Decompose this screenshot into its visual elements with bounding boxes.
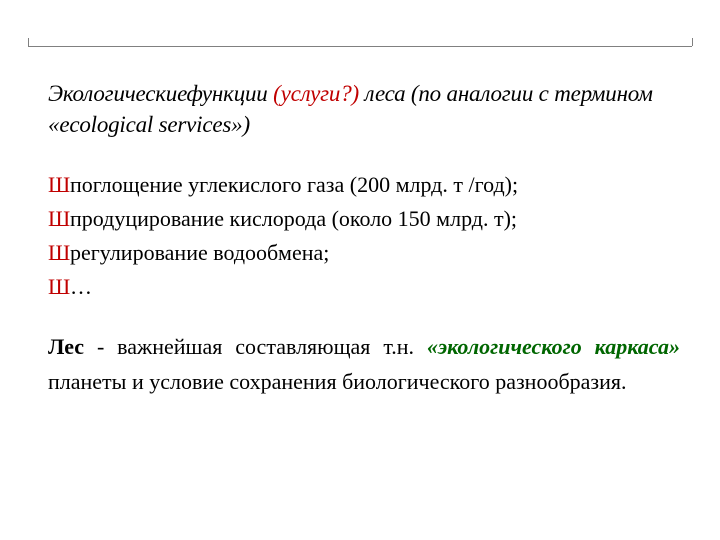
para-lead: Лес	[48, 334, 84, 359]
list-item: Шпоглощение углекислого газа (200 млрд. …	[48, 168, 680, 202]
list-item: Шпродуцирование кислорода (около 150 млр…	[48, 202, 680, 236]
title-text: »)	[231, 112, 250, 137]
list-text: регулирование водообмена;	[70, 240, 329, 265]
rule-tick	[28, 38, 29, 46]
list-marker: Ш	[48, 202, 70, 236]
bullet-list: Шпоглощение углекислого газа (200 млрд. …	[48, 168, 680, 304]
body-paragraph: Лес - важнейшая составляющая т.н. «эколо…	[48, 330, 680, 398]
title-text: Экологические	[48, 81, 187, 106]
rule-tick	[692, 38, 693, 46]
slide-body: Экологическиефункции (услуги?) леса (по …	[0, 0, 720, 540]
top-rule	[28, 46, 692, 47]
list-marker: Ш	[48, 270, 70, 304]
para-text: - важнейшая составляющая т.н.	[84, 334, 427, 359]
list-text: …	[70, 274, 92, 299]
para-green: «экологического каркаса»	[427, 334, 680, 359]
list-text: поглощение углекислого газа (200 млрд. т…	[70, 172, 518, 197]
para-text: планеты и условие сохранения биологическ…	[48, 369, 627, 394]
list-marker: Ш	[48, 236, 70, 270]
list-item: Ш…	[48, 270, 680, 304]
list-marker: Ш	[48, 168, 70, 202]
title-red: (услуги?)	[273, 81, 364, 106]
list-item: Шрегулирование водообмена;	[48, 236, 680, 270]
list-text: продуцирование кислорода (около 150 млрд…	[70, 206, 517, 231]
title-text: функции	[187, 81, 274, 106]
slide-title: Экологическиефункции (услуги?) леса (по …	[48, 78, 680, 140]
title-text: ecological services	[59, 112, 231, 137]
